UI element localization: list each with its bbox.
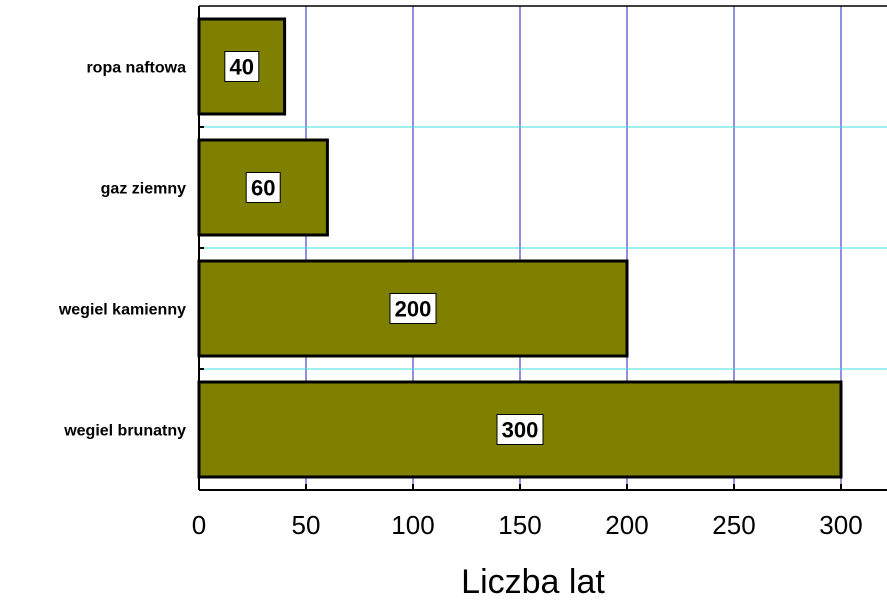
data-label-box	[224, 51, 260, 82]
data-label-box	[389, 293, 437, 324]
data-label: 60	[251, 176, 275, 201]
data-label: 40	[230, 55, 254, 80]
x-tick-label: 300	[819, 510, 862, 540]
x-tick-label: 0	[192, 510, 206, 540]
data-label: 200	[395, 297, 432, 322]
x-tick-label: 250	[712, 510, 755, 540]
data-label-box	[496, 414, 544, 445]
x-tick-label: 50	[292, 510, 321, 540]
category-label: gaz ziemny	[101, 181, 186, 198]
data-label: 300	[502, 418, 539, 443]
data-label-box	[245, 172, 281, 203]
labels: ropa naftowa 40 gaz ziemny 60 wegiel kamienn…	[58, 51, 544, 445]
category-label: wegiel kamienny	[58, 302, 186, 319]
x-tick-label: 100	[391, 510, 434, 540]
x-tick-label: 200	[605, 510, 648, 540]
grid-lines	[199, 5, 887, 490]
x-axis-title: Liczba lat	[461, 563, 605, 600]
category-label: ropa naftowa	[86, 60, 186, 77]
x-tick-label: 150	[498, 510, 541, 540]
category-label: wegiel brunatny	[63, 423, 186, 440]
axes: 0 50 100 150 200 250 300	[192, 6, 887, 540]
